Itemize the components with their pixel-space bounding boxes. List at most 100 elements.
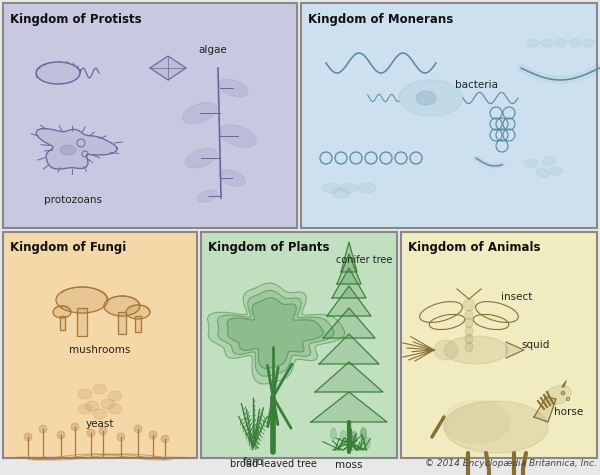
Ellipse shape <box>444 401 548 453</box>
Ellipse shape <box>85 401 99 411</box>
Ellipse shape <box>536 169 550 177</box>
Ellipse shape <box>218 170 245 186</box>
Circle shape <box>71 423 79 431</box>
Polygon shape <box>341 242 357 272</box>
Polygon shape <box>534 397 556 422</box>
Circle shape <box>561 391 565 395</box>
Bar <box>59 315 65 330</box>
Text: conifer tree: conifer tree <box>336 255 392 265</box>
Text: moss: moss <box>335 460 363 470</box>
Text: yeast: yeast <box>86 419 114 429</box>
Circle shape <box>463 299 475 311</box>
Polygon shape <box>332 268 366 298</box>
Text: Kingdom of Protists: Kingdom of Protists <box>10 12 142 26</box>
Ellipse shape <box>219 124 256 147</box>
Ellipse shape <box>78 389 92 399</box>
Polygon shape <box>217 290 334 376</box>
Bar <box>77 308 87 336</box>
Circle shape <box>39 425 47 433</box>
Ellipse shape <box>101 399 115 409</box>
Ellipse shape <box>329 432 335 444</box>
Bar <box>401 232 597 458</box>
Ellipse shape <box>93 384 107 394</box>
Circle shape <box>134 425 142 433</box>
Ellipse shape <box>434 340 458 360</box>
Ellipse shape <box>465 326 473 336</box>
Ellipse shape <box>104 296 140 316</box>
Bar <box>118 312 126 334</box>
Text: Kingdom of Fungi: Kingdom of Fungi <box>10 241 126 255</box>
Ellipse shape <box>350 439 356 451</box>
Bar <box>135 316 141 332</box>
Ellipse shape <box>218 79 248 97</box>
Ellipse shape <box>441 400 511 444</box>
Circle shape <box>117 433 125 441</box>
Ellipse shape <box>358 183 376 193</box>
Ellipse shape <box>108 391 122 401</box>
Ellipse shape <box>60 145 76 155</box>
Ellipse shape <box>583 39 595 47</box>
Polygon shape <box>337 254 361 284</box>
Polygon shape <box>319 334 379 364</box>
Ellipse shape <box>465 318 473 328</box>
Ellipse shape <box>331 426 337 438</box>
Bar <box>3 232 197 458</box>
Polygon shape <box>315 362 383 392</box>
Circle shape <box>149 431 157 439</box>
Circle shape <box>161 435 169 443</box>
Polygon shape <box>311 392 387 422</box>
Ellipse shape <box>544 385 572 405</box>
Ellipse shape <box>541 39 553 47</box>
Ellipse shape <box>332 188 350 198</box>
Ellipse shape <box>335 428 341 439</box>
Ellipse shape <box>569 39 581 47</box>
Ellipse shape <box>197 190 218 202</box>
Ellipse shape <box>108 404 122 414</box>
Ellipse shape <box>465 310 473 320</box>
Text: mushrooms: mushrooms <box>70 345 131 355</box>
Ellipse shape <box>53 306 71 318</box>
Polygon shape <box>150 56 186 80</box>
Ellipse shape <box>78 404 92 414</box>
Ellipse shape <box>322 183 340 193</box>
Bar <box>3 3 297 228</box>
Circle shape <box>57 431 65 439</box>
Ellipse shape <box>340 183 358 193</box>
Bar <box>77 308 87 336</box>
Text: broad-leaved tree: broad-leaved tree <box>230 459 316 469</box>
Polygon shape <box>227 298 323 369</box>
Ellipse shape <box>542 157 556 165</box>
Polygon shape <box>208 283 345 384</box>
Polygon shape <box>36 129 117 169</box>
Text: horse: horse <box>554 407 583 417</box>
Ellipse shape <box>56 287 108 313</box>
Text: Kingdom of Plants: Kingdom of Plants <box>208 241 329 255</box>
Text: protozoans: protozoans <box>44 195 102 205</box>
Text: bacteria: bacteria <box>455 80 497 90</box>
Bar <box>135 316 141 332</box>
Ellipse shape <box>527 39 539 47</box>
Ellipse shape <box>126 305 150 319</box>
Ellipse shape <box>465 334 473 344</box>
Ellipse shape <box>416 91 436 105</box>
Polygon shape <box>323 308 375 338</box>
Bar <box>201 232 397 458</box>
Bar <box>118 312 126 334</box>
Text: fern: fern <box>242 457 263 467</box>
Ellipse shape <box>36 62 80 84</box>
Text: squid: squid <box>521 340 550 350</box>
Ellipse shape <box>549 167 563 175</box>
Bar <box>59 315 65 330</box>
Ellipse shape <box>182 103 217 124</box>
Text: Kingdom of Monerans: Kingdom of Monerans <box>308 12 453 26</box>
Ellipse shape <box>346 425 352 437</box>
Text: algae: algae <box>199 45 227 55</box>
Text: insect: insect <box>502 292 533 302</box>
Ellipse shape <box>399 80 463 116</box>
Ellipse shape <box>93 409 107 419</box>
Text: Kingdom of Animals: Kingdom of Animals <box>408 241 541 255</box>
Bar <box>301 3 597 228</box>
Text: © 2014 Encyclopædia Britannica, Inc.: © 2014 Encyclopædia Britannica, Inc. <box>425 459 597 468</box>
Polygon shape <box>327 286 371 316</box>
Circle shape <box>99 427 107 435</box>
